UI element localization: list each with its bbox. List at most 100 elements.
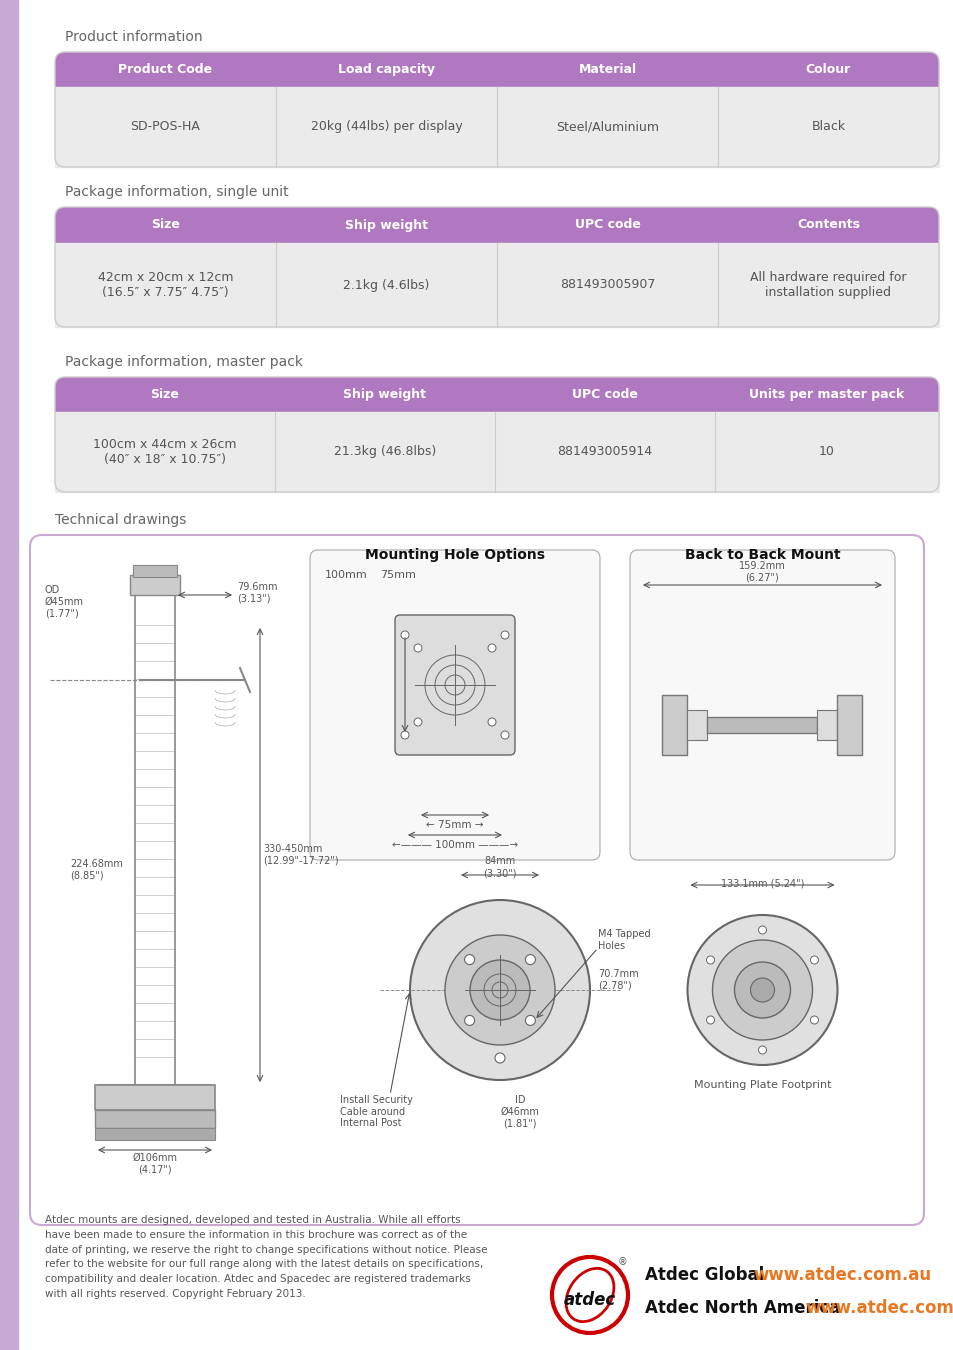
Text: Colour: Colour [805,62,850,76]
Bar [837,695,862,755]
Text: Units per master pack: Units per master pack [749,387,903,401]
Text: 133.1mm (5.24"): 133.1mm (5.24") [720,878,803,888]
Circle shape [758,1046,765,1054]
Text: M4 Tapped
Holes: M4 Tapped Holes [598,929,650,950]
Circle shape [495,1053,504,1062]
Text: 79.6mm
(3.13"): 79.6mm (3.13") [236,582,277,603]
Text: www.atdec.com.au: www.atdec.com.au [752,1266,930,1284]
FancyBboxPatch shape [55,377,938,491]
Circle shape [414,644,421,652]
Text: Ø106mm: Ø106mm [132,1153,177,1162]
Circle shape [810,1017,818,1025]
Bar [130,575,180,595]
Text: 75mm: 75mm [379,570,416,580]
Circle shape [400,630,409,639]
Text: Contents: Contents [796,219,859,231]
Text: 2.1kg (4.6lbs): 2.1kg (4.6lbs) [343,278,429,292]
Text: 70.7mm
(2.78"): 70.7mm (2.78") [598,969,638,991]
Text: 100cm x 44cm x 26cm
(40″ x 18″ x 10.75″): 100cm x 44cm x 26cm (40″ x 18″ x 10.75″) [93,437,236,466]
FancyBboxPatch shape [395,616,515,755]
Text: 21.3kg (46.8lbs): 21.3kg (46.8lbs) [334,446,436,458]
Text: Product information: Product information [65,30,202,45]
Circle shape [734,963,790,1018]
FancyBboxPatch shape [629,549,894,860]
Text: ®: ® [618,1257,627,1268]
Text: 100mm: 100mm [325,570,367,580]
Circle shape [410,900,589,1080]
Bar [95,1085,214,1110]
FancyBboxPatch shape [30,535,923,1224]
Text: All hardware required for
installation supplied: All hardware required for installation s… [749,271,905,298]
Circle shape [464,954,474,965]
Text: Product Code: Product Code [118,62,213,76]
Text: 330-450mm
(12.99"-17.72"): 330-450mm (12.99"-17.72") [263,844,338,865]
Text: Mounting Hole Options: Mounting Hole Options [365,548,544,562]
Text: atdec: atdec [563,1291,616,1310]
Text: ← 75mm →: ← 75mm → [426,819,483,830]
Bar [55,243,938,327]
Text: OD
Ø45mm
(1.77"): OD Ø45mm (1.77") [45,585,84,618]
Text: 159.2mm
(6.27"): 159.2mm (6.27") [739,562,785,583]
Text: Size: Size [151,387,179,401]
Text: Ship weight: Ship weight [345,219,428,231]
Circle shape [525,954,535,965]
Text: 42cm x 20cm x 12cm
(16.5″ x 7.75″ 4.75″): 42cm x 20cm x 12cm (16.5″ x 7.75″ 4.75″) [97,271,233,298]
FancyBboxPatch shape [55,207,938,327]
Text: 881493005907: 881493005907 [559,278,655,292]
Circle shape [758,926,765,934]
Text: SD-POS-HA: SD-POS-HA [131,120,200,134]
Text: Package information, master pack: Package information, master pack [65,355,303,369]
Text: UPC code: UPC code [574,219,639,231]
Bar [707,717,817,733]
Text: Package information, single unit: Package information, single unit [65,185,289,198]
Bar [95,1110,214,1129]
FancyBboxPatch shape [310,549,599,860]
Circle shape [444,936,555,1045]
Circle shape [706,956,714,964]
Bar [95,1129,214,1139]
Text: Steel/Aluminium: Steel/Aluminium [556,120,659,134]
Circle shape [414,718,421,726]
Circle shape [687,915,837,1065]
Circle shape [525,1015,535,1026]
FancyBboxPatch shape [55,53,938,167]
Bar [55,412,938,491]
Text: 224.68mm
(8.85"): 224.68mm (8.85") [70,859,123,880]
Circle shape [712,940,812,1040]
Text: Atdec mounts are designed, developed and tested in Australia. While all efforts
: Atdec mounts are designed, developed and… [45,1215,487,1299]
Bar [817,710,837,740]
Bar [687,710,707,740]
Text: UPC code: UPC code [572,387,638,401]
Text: www.atdec.com: www.atdec.com [804,1299,953,1318]
Text: Material: Material [578,62,636,76]
Circle shape [500,630,509,639]
Text: Load capacity: Load capacity [337,62,435,76]
Text: Back to Back Mount: Back to Back Mount [684,548,840,562]
Circle shape [488,718,496,726]
Text: Mounting Plate Footprint: Mounting Plate Footprint [693,1080,830,1089]
Text: ←——— 100mm ———→: ←——— 100mm ———→ [392,840,517,850]
Text: Atdec North America: Atdec North America [644,1299,845,1318]
Bar [0,0,18,1350]
Text: Size: Size [151,219,180,231]
Text: ID
Ø46mm
(1.81"): ID Ø46mm (1.81") [500,1095,538,1129]
Text: 881493005914: 881493005914 [557,446,652,458]
Text: (4.17"): (4.17") [138,1165,172,1174]
Text: Atdec Global: Atdec Global [644,1266,769,1284]
Circle shape [400,730,409,738]
Text: 84mm
(3.30"): 84mm (3.30") [483,856,517,878]
Circle shape [488,644,496,652]
Bar [132,566,177,576]
Circle shape [810,956,818,964]
Text: 10: 10 [819,446,834,458]
Text: 20kg (44lbs) per display: 20kg (44lbs) per display [311,120,462,134]
Text: Install Security
Cable around
Internal Post: Install Security Cable around Internal P… [339,1095,413,1129]
Text: Technical drawings: Technical drawings [55,513,186,526]
Circle shape [464,1015,474,1026]
Text: Ship weight: Ship weight [343,387,426,401]
Circle shape [500,730,509,738]
Circle shape [470,960,530,1021]
Bar [661,695,687,755]
Text: Black: Black [811,120,844,134]
Circle shape [750,977,774,1002]
